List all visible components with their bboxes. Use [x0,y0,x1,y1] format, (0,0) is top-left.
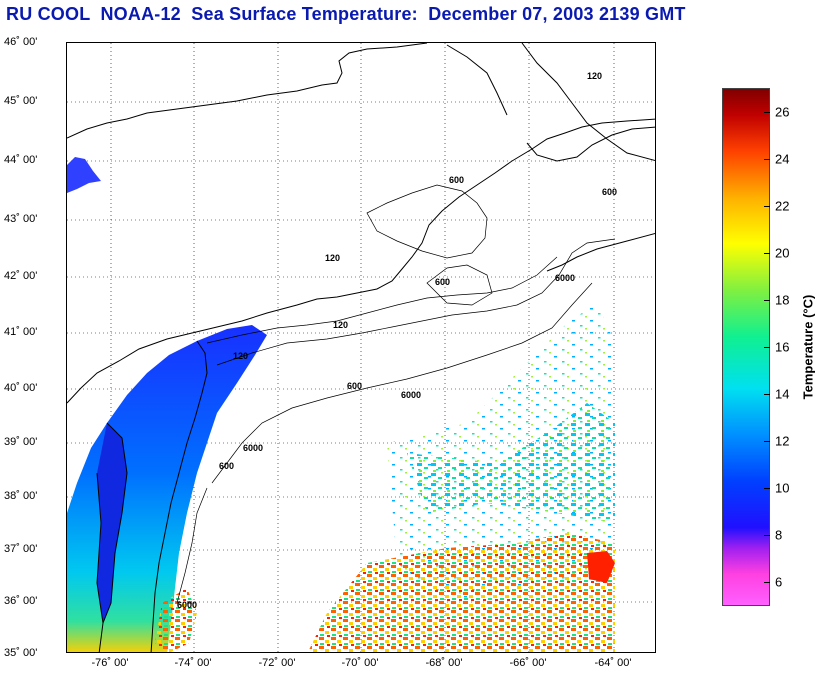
contour-label: 600 [602,187,617,197]
contour-label: 120 [325,253,340,263]
gulf-stream-sst [307,533,615,652]
lat-label: 38˚ 00' [4,490,38,502]
colorbar-tickmark [764,299,770,301]
colorbar-tickmark [764,394,770,396]
temperature-colorbar [722,88,770,606]
colorbar-tick-label: 16 [775,339,790,355]
contour-label: 600 [219,461,234,471]
lon-label: -76˚ 00' [91,657,129,669]
cape-hatteras-sst [155,588,197,652]
colorbar-title: Temperature (°C) [800,294,816,400]
bathymetry-labels: 120 600 600 120 600 6000 120 120 600 600… [177,71,617,610]
colorbar-tick-label: 12 [775,433,790,449]
colorbar-tick-label: 20 [775,245,790,261]
colorbar-tickmark [764,205,770,207]
colorbar-tick-label: 14 [775,386,790,402]
lake-sst-patch [67,157,101,193]
map-canvas: 120 600 600 120 600 6000 120 120 600 600… [67,43,655,652]
colorbar-tickmark [764,158,770,160]
colorbar-tickmark [764,488,770,490]
lat-label: 43˚ 00' [4,213,38,225]
colorbar-tickmark [764,535,770,537]
colorbar-tick-label: 24 [775,151,790,167]
contour-label: 600 [435,277,450,287]
colorbar-tickmark [764,252,770,254]
contour-label: 6000 [401,390,421,400]
lon-label: -74˚ 00' [174,657,212,669]
offshore-patchy-sst [387,303,615,603]
bathymetry-contours [176,184,616,604]
colorbar-tickmark [764,582,770,584]
contour-label: 6000 [555,273,575,283]
lat-label: 44˚ 00' [4,154,38,166]
colorbar-tick-label: 8 [775,527,783,543]
colorbar-tick-label: 26 [775,104,790,120]
contour-label: 6000 [177,600,197,610]
lon-label: -70˚ 00' [341,657,379,669]
colorbar-tick-label: 18 [775,292,790,308]
shelf-sst [67,325,267,652]
lat-label: 36˚ 00' [4,595,38,607]
lat-label: 37˚ 00' [4,543,38,555]
bay-sst [97,423,127,623]
map-title: RU COOL NOAA-12 Sea Surface Temperature:… [6,4,686,24]
lon-label: -66˚ 00' [509,657,547,669]
colorbar-tickmark [764,347,770,348]
contour-label: 120 [587,71,602,81]
colorbar-tick-label: 22 [775,198,790,214]
offshore-patchy-mid [407,403,615,523]
lat-label: 39˚ 00' [4,436,38,448]
warm-core [587,551,615,583]
lat-label: 40˚ 00' [4,382,38,394]
contour-label: 120 [233,351,248,361]
lat-label: 42˚ 00' [4,270,38,282]
contour-label: 600 [449,175,464,185]
lon-label: -68˚ 00' [425,657,463,669]
coastline [67,43,655,652]
colorbar-tickmark [764,441,770,443]
contour-label: 120 [333,320,348,330]
lon-label: -64˚ 00' [594,657,632,669]
lat-label: 41˚ 00' [4,326,38,338]
colorbar-tickmark [764,111,770,113]
colorbar-tick-label: 10 [775,480,790,496]
contour-label: 6000 [243,443,263,453]
colorbar-tick-label: 6 [775,574,783,590]
lat-label: 46˚ 00' [4,36,38,48]
lat-label: 35˚ 00' [4,647,38,659]
sst-map[interactable]: 120 600 600 120 600 6000 120 120 600 600… [66,42,656,653]
lon-label: -72˚ 00' [258,657,296,669]
lat-label: 45˚ 00' [4,95,38,107]
contour-label: 600 [347,381,362,391]
